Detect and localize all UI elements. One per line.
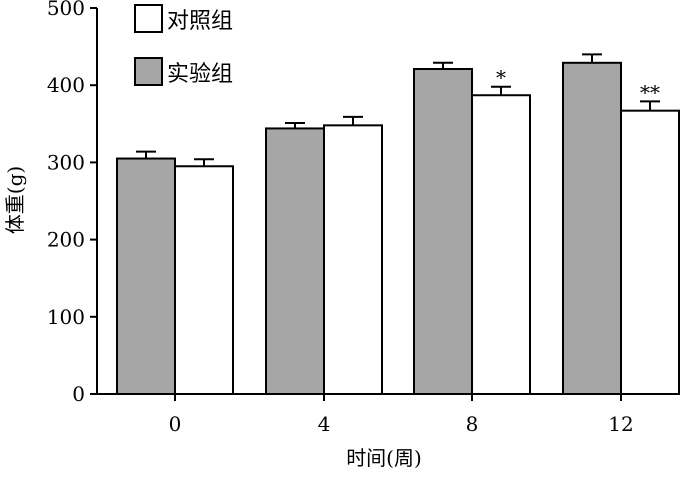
y-tick-label-4: 400 (47, 73, 85, 97)
legend-swatch-对照组 (134, 4, 163, 33)
y-tick-label-0: 0 (72, 382, 85, 406)
x-tick-label-0: 0 (169, 412, 182, 436)
x-tick-label-3: 12 (608, 412, 633, 436)
axis-layer (96, 8, 672, 395)
y-tick-label-2: 200 (47, 228, 85, 252)
legend-label-对照组: 对照组 (167, 9, 233, 34)
x-tick-label-2: 8 (466, 412, 479, 436)
bar-对照组-0 (174, 165, 234, 395)
bar-实验组-8 (413, 67, 473, 395)
significance-mark-12: ** (640, 80, 660, 104)
ticks-layer: 0 100 200 300 400 500 0 4 8 12 (47, 0, 634, 436)
bar-实验组-4 (265, 127, 325, 395)
significance-mark-8: * (496, 66, 506, 90)
x-tick-label-1: 4 (318, 412, 331, 436)
y-tick-label-1: 100 (47, 305, 85, 329)
x-axis-title: 时间(周) (346, 446, 422, 470)
legend-label-实验组: 实验组 (167, 62, 233, 87)
bar-实验组-0 (116, 157, 176, 395)
y-axis-title: 体重(g) (3, 166, 27, 234)
bars-layer: *** (116, 53, 680, 396)
y-tick-label-5: 500 (47, 0, 85, 20)
bar-实验组-12 (562, 61, 622, 395)
bar-对照组-4 (323, 124, 383, 396)
y-tick-label-3: 300 (47, 150, 85, 174)
bar-对照组-12 (620, 109, 680, 396)
bar-对照组-8 (471, 94, 531, 396)
legend-swatch-实验组 (134, 57, 163, 86)
